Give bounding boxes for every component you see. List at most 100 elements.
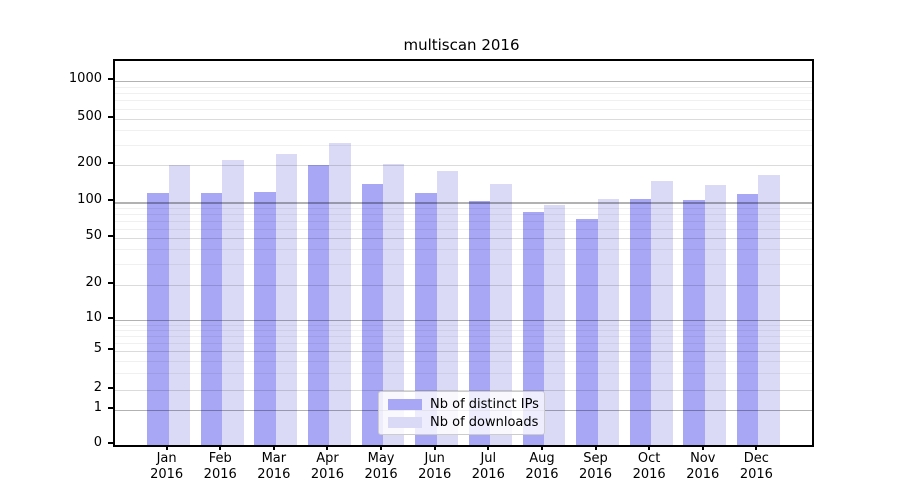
x-tick-year: 2016 — [310, 467, 344, 482]
x-tick-mark-apr — [326, 445, 329, 450]
x-tick-year: 2016 — [471, 467, 505, 482]
x-tick-month: Apr — [316, 451, 339, 466]
x-tick-mark-sep — [594, 445, 597, 450]
bar-nb-of-distinct-ips-dec — [736, 193, 759, 445]
bar-nb-of-downloads-apr — [329, 142, 351, 445]
y-tick-label-500: 500 — [77, 108, 102, 124]
y-tick-label-100: 100 — [77, 192, 102, 208]
gridline-y-90 — [115, 207, 812, 209]
x-tick-month: Aug — [529, 451, 555, 466]
x-tick-month: Feb — [208, 451, 232, 466]
legend-label-distinct-ips: Nb of distinct IPs — [430, 396, 539, 412]
gridline-y-40 — [115, 249, 812, 251]
bar-nb-of-downloads-sep — [597, 198, 619, 445]
x-tick-label-aug: Aug 2016 — [510, 451, 574, 483]
x-tick-label-may: May 2016 — [349, 451, 413, 483]
gridlines-layer — [115, 61, 812, 445]
x-tick-year: 2016 — [578, 467, 613, 482]
gridline-y-10 — [115, 319, 812, 322]
legend-swatch-distinct-ips — [388, 398, 422, 410]
gridline-y-300 — [115, 144, 812, 146]
gridline-y-9 — [115, 324, 812, 326]
y-tick-label-2: 2 — [93, 379, 102, 395]
x-tick-label-jul: Jul 2016 — [456, 451, 520, 483]
x-tick-mark-jun — [433, 445, 436, 450]
x-tick-year: 2016 — [525, 467, 559, 482]
gridline-y-6 — [115, 342, 812, 344]
x-tick-month: Mar — [261, 451, 287, 466]
x-tick-month: Jan — [156, 451, 177, 466]
gridline-y-2 — [115, 389, 812, 391]
bar-nb-of-downloads-may — [383, 163, 405, 445]
x-tick-mark-mar — [272, 445, 275, 450]
gridline-y-800 — [115, 93, 812, 95]
y-tick-mark-2 — [108, 386, 113, 389]
gridline-y-900 — [115, 86, 812, 88]
gridline-y-600 — [115, 108, 812, 110]
y-tick-label-20: 20 — [85, 274, 102, 290]
legend-entry-distinct-ips: Nb of distinct IPs — [388, 397, 539, 412]
x-tick-mark-jul — [487, 445, 490, 450]
bar-nb-of-distinct-ips-sep — [576, 218, 598, 445]
x-tick-mark-jan — [165, 445, 168, 450]
y-tick-mark-1000 — [108, 78, 113, 80]
bar-nb-of-downloads-nov — [704, 184, 727, 445]
x-tick-year: 2016 — [364, 467, 398, 482]
x-tick-year: 2016 — [203, 467, 237, 482]
gridline-y-1000 — [115, 81, 812, 83]
x-tick-year: 2016 — [150, 467, 184, 482]
gridline-y-700 — [115, 100, 812, 102]
y-tick-mark-50 — [108, 235, 113, 237]
y-tick-label-10: 10 — [85, 309, 102, 325]
y-tick-label-0: 0 — [93, 435, 102, 450]
x-tick-label-nov: Nov 2016 — [671, 451, 735, 483]
x-tick-label-jun: Jun 2016 — [403, 451, 467, 483]
bar-nb-of-distinct-ips-jun — [415, 192, 437, 445]
bar-nb-of-downloads-jun — [436, 170, 459, 445]
gridline-y-400 — [115, 130, 812, 132]
gridline-y-80 — [115, 213, 812, 215]
legend: Nb of distinct IPs Nb of downloads — [378, 391, 545, 435]
gridline-y-7 — [115, 335, 812, 337]
x-tick-mark-may — [380, 445, 383, 450]
y-tick-label-200: 200 — [77, 155, 102, 171]
y-tick-mark-200 — [108, 162, 113, 165]
bar-nb-of-downloads-jan — [168, 165, 190, 445]
y-tick-mark-20 — [108, 281, 113, 284]
bar-nb-of-downloads-oct — [651, 181, 673, 445]
y-tick-label-50: 50 — [85, 228, 102, 243]
gridline-y-500 — [115, 118, 812, 120]
gridline-y-60 — [115, 228, 812, 230]
bars-layer — [115, 61, 812, 445]
gridline-y-3 — [115, 372, 812, 374]
gridline-y-4 — [115, 360, 812, 362]
gridline-y-200 — [115, 165, 812, 167]
y-tick-mark-5 — [108, 348, 113, 351]
x-tick-mark-dec — [755, 445, 758, 450]
x-tick-year: 2016 — [686, 467, 720, 482]
legend-entry-downloads: Nb of downloads — [388, 415, 538, 430]
x-tick-year: 2016 — [418, 467, 452, 482]
x-tick-year: 2016 — [739, 467, 773, 482]
gridline-y-8 — [115, 329, 812, 331]
gridline-y-100 — [115, 202, 812, 204]
bar-nb-of-downloads-jul — [490, 183, 512, 445]
y-tick-label-1000: 1000 — [68, 71, 102, 86]
bar-nb-of-distinct-ips-apr — [308, 165, 330, 445]
x-tick-month: Oct — [637, 451, 661, 466]
x-tick-month: Jun — [424, 451, 445, 466]
y-tick-mark-1 — [108, 406, 113, 409]
bar-nb-of-distinct-ips-jul — [468, 200, 491, 445]
y-tick-mark-500 — [108, 115, 113, 118]
bar-nb-of-distinct-ips-mar — [254, 192, 276, 445]
x-tick-label-jan: Jan 2016 — [135, 451, 199, 483]
x-tick-mark-nov — [701, 445, 704, 450]
x-tick-month: Dec — [743, 451, 769, 466]
chart-title: multiscan 2016 — [403, 36, 520, 54]
x-tick-label-apr: Apr 2016 — [295, 451, 359, 483]
x-tick-mark-aug — [540, 445, 543, 450]
x-tick-month: Jul — [480, 451, 497, 466]
bar-nb-of-downloads-mar — [275, 154, 298, 445]
plot-area — [113, 59, 814, 447]
